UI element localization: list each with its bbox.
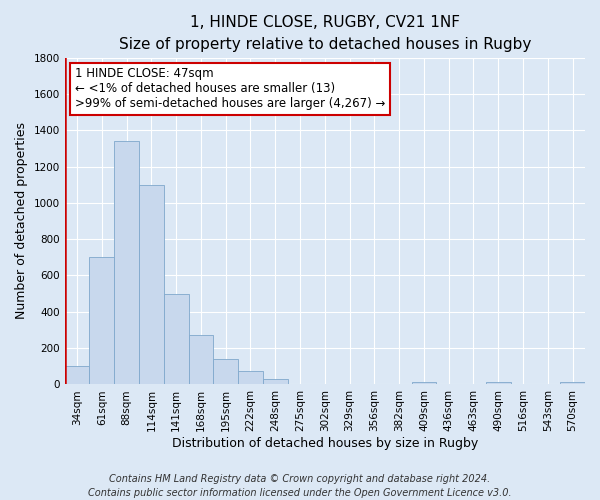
Bar — [214, 359, 238, 384]
Text: 1 HINDE CLOSE: 47sqm
← <1% of detached houses are smaller (13)
>99% of semi-deta: 1 HINDE CLOSE: 47sqm ← <1% of detached h… — [75, 68, 385, 110]
Bar — [560, 382, 585, 384]
Bar — [89, 258, 114, 384]
Bar — [65, 366, 89, 384]
Bar — [412, 382, 436, 384]
Bar — [238, 371, 263, 384]
Bar — [114, 141, 139, 384]
Title: 1, HINDE CLOSE, RUGBY, CV21 1NF
Size of property relative to detached houses in : 1, HINDE CLOSE, RUGBY, CV21 1NF Size of … — [119, 15, 531, 52]
Bar — [164, 294, 188, 384]
Y-axis label: Number of detached properties: Number of detached properties — [15, 122, 28, 320]
Bar — [139, 184, 164, 384]
Bar — [263, 379, 287, 384]
X-axis label: Distribution of detached houses by size in Rugby: Distribution of detached houses by size … — [172, 437, 478, 450]
Bar — [188, 334, 214, 384]
Bar — [486, 382, 511, 384]
Text: Contains HM Land Registry data © Crown copyright and database right 2024.
Contai: Contains HM Land Registry data © Crown c… — [88, 474, 512, 498]
